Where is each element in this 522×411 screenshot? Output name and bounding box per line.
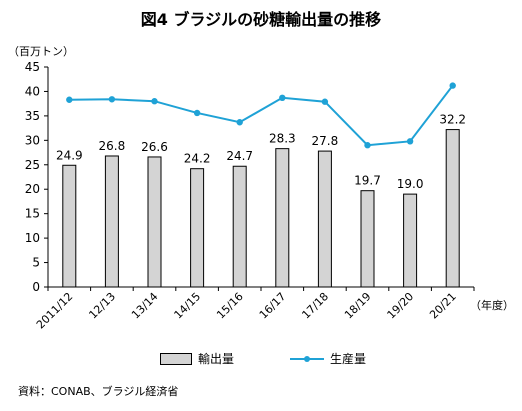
bar: [62, 164, 77, 288]
x-tick-label: 12/13: [86, 290, 118, 322]
legend-item-production: 生産量: [290, 350, 366, 367]
production-point: [108, 96, 116, 103]
x-tick-label: 14/15: [172, 290, 204, 322]
x-tick-label: 19/20: [385, 290, 417, 322]
bar-data-label: 28.3: [269, 132, 296, 146]
bar: [360, 190, 375, 288]
legend-label-production: 生産量: [330, 352, 367, 366]
legend-item-export: 輸出量: [160, 350, 234, 367]
bar: [190, 168, 205, 288]
y-tick-label: 15: [25, 207, 40, 221]
bar: [445, 129, 460, 288]
production-point: [236, 119, 243, 126]
source-note: 資料：CONAB、ブラジル経済省: [18, 385, 179, 398]
y-tick-label: 20: [25, 182, 40, 196]
bar-data-label: 26.8: [99, 139, 126, 153]
production-point: [449, 82, 456, 89]
production-point: [151, 98, 158, 105]
legend-label-export: 輸出量: [198, 352, 235, 366]
y-tick-label: 30: [25, 133, 40, 147]
y-tick-label: 40: [25, 84, 40, 98]
bar-data-label: 19.7: [354, 174, 381, 188]
production-point: [406, 138, 414, 145]
bar-data-label: 24.7: [226, 149, 253, 163]
x-tick-label: 16/17: [257, 290, 289, 322]
bar: [403, 193, 418, 288]
bar: [147, 156, 162, 288]
production-point: [193, 109, 201, 117]
x-tick-label: 20/21: [427, 290, 459, 322]
bar-data-label: 24.2: [184, 152, 211, 166]
chart-area: 24.9 26.8 26.6 24.2 24.7 28.3 27.8 19.7 19.0 32.2…: [25, 60, 475, 332]
y-tick-label: 0: [32, 280, 40, 294]
y-axis-unit: （百万トン）: [8, 45, 74, 58]
chart-title: 図4 ブラジルの砂糖輸出量の推移: [140, 10, 382, 29]
bar-data-label: 26.6: [141, 140, 168, 154]
x-tick-label: 18/19: [342, 290, 374, 322]
legend-line-swatch: [290, 355, 324, 362]
bar: [275, 148, 290, 288]
x-tick-label: 17/18: [299, 290, 331, 322]
y-tick-label: 35: [25, 109, 40, 123]
legend-bar-swatch: [160, 352, 192, 365]
production-point: [321, 98, 329, 105]
production-point: [364, 142, 371, 149]
bar: [317, 150, 332, 288]
bar: [104, 155, 119, 288]
bar: [232, 165, 247, 288]
bar-data-label: 32.2: [439, 113, 466, 127]
x-tick-label: 15/16: [214, 290, 246, 322]
bar-series: [62, 129, 460, 288]
y-tick-label: 10: [25, 231, 40, 245]
production-line: [69, 84, 454, 147]
x-axis-unit: （年度）: [470, 299, 514, 312]
bar-data-label: 24.9: [56, 148, 83, 162]
chart-axes: [44, 66, 475, 291]
x-tick-label: 2011/12: [34, 290, 76, 332]
y-tick-label: 45: [25, 60, 40, 74]
y-tick-label: 25: [25, 158, 40, 172]
bar-data-labels: 24.9 26.8 26.6 24.2 24.7 28.3 27.8 19.7 19.0 32.2: [56, 113, 466, 192]
production-point: [279, 94, 286, 102]
x-tick-label: 13/14: [129, 290, 161, 322]
bar-data-label: 27.8: [312, 134, 339, 148]
line-series: [66, 82, 456, 149]
y-tick-label: 5: [32, 256, 40, 270]
bar-data-label: 19.0: [397, 177, 424, 191]
production-point: [66, 96, 73, 103]
